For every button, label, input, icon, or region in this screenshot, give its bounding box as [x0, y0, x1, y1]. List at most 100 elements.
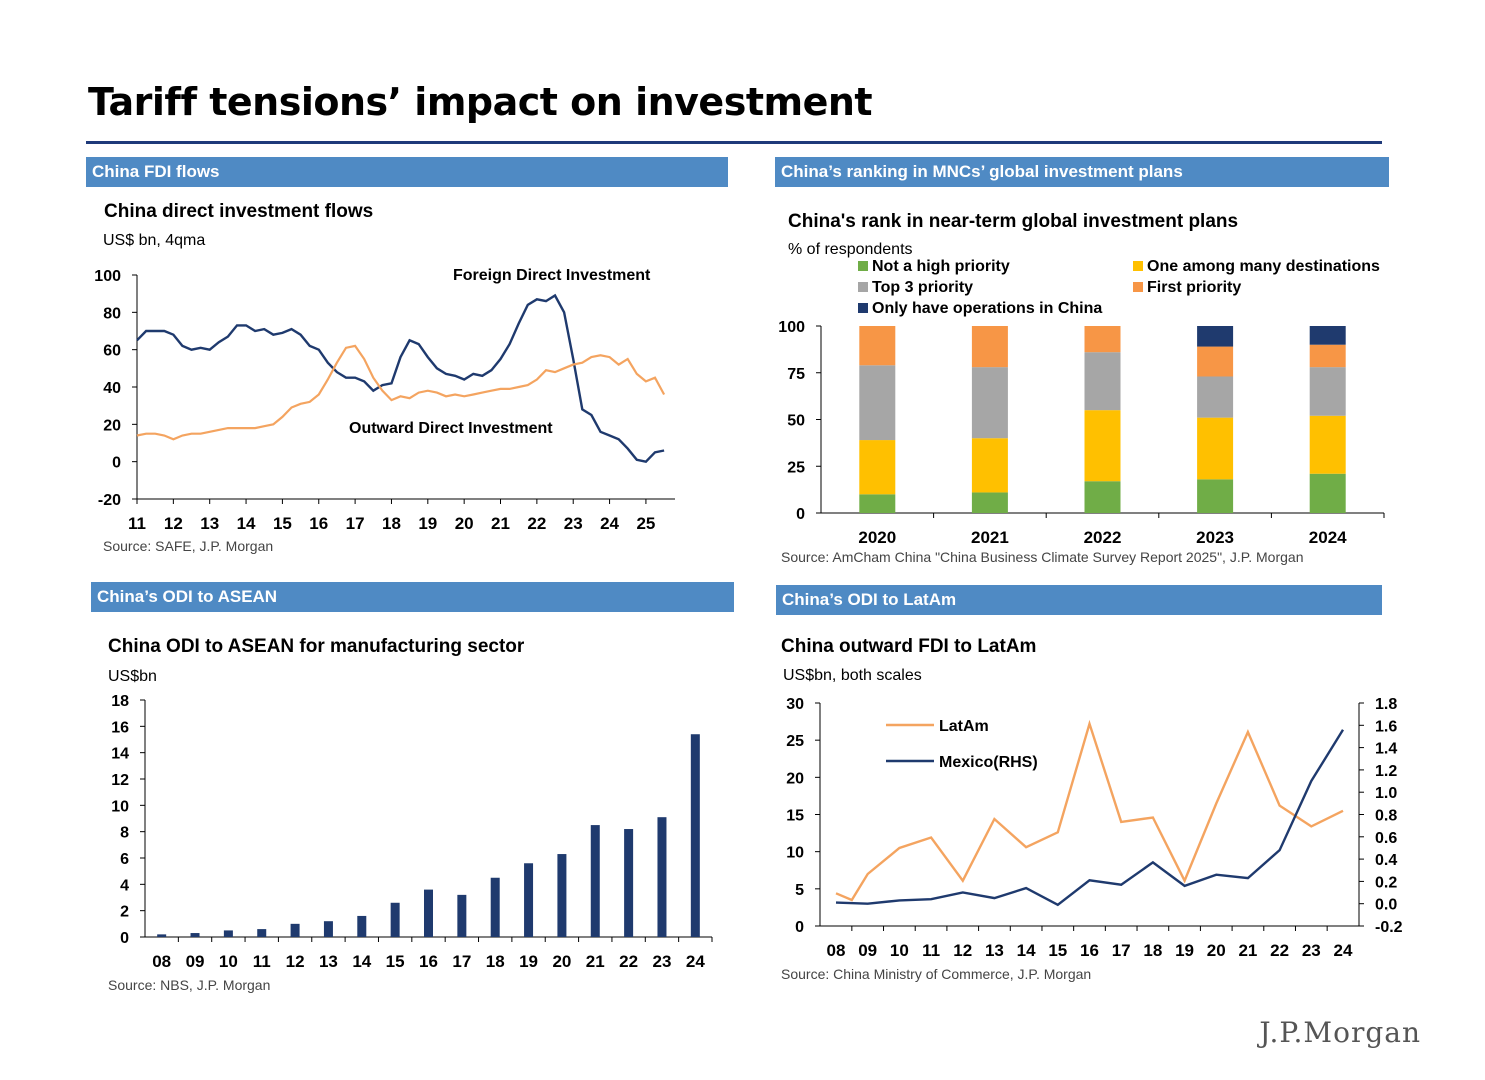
y-tick-label: 0: [112, 455, 121, 472]
y-tick-label: -20: [98, 492, 121, 509]
bar-only-china: [1309, 326, 1346, 345]
x-tick-label: 12: [286, 952, 305, 971]
odi-annotation: Outward Direct Investment: [349, 420, 553, 437]
chart-source: Source: China Ministry of Commerce, J.P.…: [781, 966, 1091, 982]
page-title: Tariff tensions’ impact on investment: [88, 80, 873, 124]
y-tick-label: 14: [111, 746, 129, 763]
x-tick-label: 11: [128, 514, 146, 533]
bar-top3-priority: [971, 367, 1008, 439]
bar-top3-priority: [859, 365, 896, 441]
legend-first-priority: First priority: [1147, 279, 1241, 296]
x-tick-label: 2022: [1084, 528, 1122, 547]
asean-bar: [624, 829, 634, 937]
y-tick-label-left: 10: [786, 845, 804, 862]
y-tick-label-right: 0.6: [1375, 830, 1397, 847]
asean-bar: [424, 889, 433, 937]
bar-one-among-many: [859, 440, 896, 495]
x-tick-label: 09: [858, 941, 877, 960]
x-tick-label: 13: [200, 514, 219, 533]
panel-header-asean: China’s ODI to ASEAN: [91, 582, 734, 612]
legend-one-among-many-swatch: [1133, 261, 1143, 271]
chart-subtitle: % of respondents: [788, 241, 913, 258]
legend-mexico: Mexico(RHS): [939, 754, 1038, 771]
bar-first-priority: [1197, 346, 1234, 377]
y-tick-label: 100: [778, 319, 805, 336]
x-tick-label: 20: [1207, 941, 1226, 960]
y-tick-label-right: 1.8: [1375, 696, 1397, 713]
x-tick-label: 24: [686, 952, 705, 971]
legend-top3-priority-swatch: [858, 282, 868, 292]
x-tick-label: 2021: [971, 528, 1009, 547]
legend-first-priority-swatch: [1133, 282, 1143, 292]
y-tick-label: 40: [103, 380, 121, 397]
y-tick-label-left: 15: [786, 808, 804, 825]
panel-header-rank: China’s ranking in MNCs’ global investme…: [775, 157, 1389, 187]
x-tick-label: 16: [309, 514, 328, 533]
y-tick-label-right: 1.0: [1375, 785, 1397, 802]
asean-bar: [557, 854, 567, 937]
y-tick-label: 2: [120, 904, 129, 921]
chart-subtitle: US$bn: [108, 668, 157, 685]
x-tick-label: 19: [1175, 941, 1194, 960]
bar-first-priority: [1309, 344, 1346, 368]
x-tick-label: 22: [619, 952, 638, 971]
x-tick-label: 24: [1334, 941, 1353, 960]
y-tick-label: 8: [120, 825, 129, 842]
bar-not-high-priority: [1197, 479, 1234, 513]
x-tick-label: 18: [1143, 941, 1162, 960]
asean-bar: [390, 902, 400, 937]
y-tick-label: 4: [120, 877, 129, 894]
legend-top3-priority: Top 3 priority: [872, 279, 973, 296]
y-tick-label: 16: [111, 719, 129, 736]
bar-first-priority: [1084, 326, 1121, 353]
chart-source: Source: NBS, J.P. Morgan: [108, 977, 270, 993]
x-tick-label: 13: [985, 941, 1004, 960]
x-tick-label: 14: [237, 514, 256, 533]
y-tick-label: 75: [787, 366, 805, 383]
chart-title: China direct investment flows: [104, 201, 373, 222]
title-divider: [86, 141, 1382, 144]
x-tick-label: 12: [953, 941, 972, 960]
x-tick-label: 22: [527, 514, 546, 533]
legend-latam: LatAm: [939, 718, 989, 735]
x-tick-label: 25: [636, 514, 655, 533]
bar-top3-priority: [1309, 367, 1346, 416]
y-tick-label: 25: [787, 459, 805, 476]
y-tick-label: 10: [111, 798, 129, 815]
x-tick-label: 10: [890, 941, 909, 960]
y-tick-label: 0: [796, 506, 805, 523]
y-tick-label: 18: [111, 693, 129, 710]
y-tick-label-right: 1.6: [1375, 718, 1397, 735]
y-tick-label: 60: [103, 343, 121, 360]
x-tick-label: 09: [186, 952, 205, 971]
asean-bar: [257, 929, 267, 937]
y-tick-label: 12: [111, 772, 129, 789]
legend-not-high-priority: Not a high priority: [872, 258, 1010, 275]
x-tick-label: 2020: [858, 528, 896, 547]
asean-bar: [323, 921, 333, 937]
y-tick-label-right: 1.2: [1375, 763, 1397, 780]
x-tick-label: 21: [586, 952, 605, 971]
x-tick-label: 19: [418, 514, 437, 533]
asean-bar: [590, 825, 600, 937]
asean-bar: [457, 894, 467, 937]
x-tick-label: 22: [1270, 941, 1289, 960]
latam-line: [835, 719, 1344, 902]
x-tick-label: 11: [922, 941, 940, 960]
y-tick-label: 0: [120, 930, 129, 947]
bar-first-priority: [859, 326, 896, 366]
x-tick-label: 23: [564, 514, 583, 533]
y-tick-label: 6: [120, 851, 129, 868]
bar-one-among-many: [1084, 410, 1121, 482]
x-tick-label: 12: [164, 514, 183, 533]
x-tick-label: 14: [352, 952, 371, 971]
bar-one-among-many: [971, 438, 1008, 493]
x-tick-label: 2024: [1309, 528, 1347, 547]
panel-header-fdi: China FDI flows: [86, 157, 728, 187]
x-tick-label: 14: [1017, 941, 1036, 960]
x-tick-label: 16: [419, 952, 438, 971]
x-tick-label: 16: [1080, 941, 1099, 960]
x-tick-label: 21: [491, 514, 510, 533]
y-tick-label: 20: [103, 417, 121, 434]
x-tick-label: 19: [519, 952, 538, 971]
